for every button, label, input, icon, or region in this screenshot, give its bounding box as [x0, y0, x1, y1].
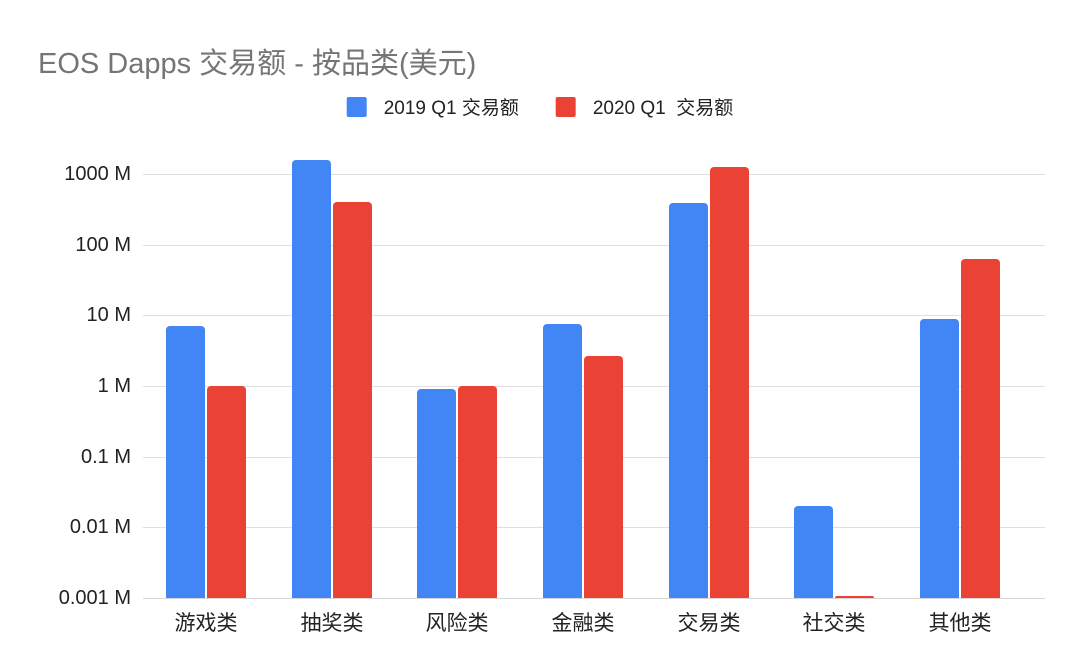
x-axis-label: 社交类	[802, 612, 866, 635]
bar-2020q1-5	[710, 167, 749, 598]
legend-swatch-2019-icon	[346, 96, 367, 117]
y-tick-label: 10 M	[86, 304, 131, 326]
bar-2020q1-7	[961, 259, 1000, 598]
bar-2019q1-6	[794, 506, 833, 598]
gridline	[143, 315, 1045, 316]
y-tick-label: 0.01 M	[69, 516, 131, 538]
y-tick-label: 0.001 M	[58, 587, 131, 609]
legend: 2019 Q1 交易额 2020 Q1 交易额	[346, 93, 734, 120]
y-tick-label: 100 M	[75, 234, 131, 256]
bar-2019q1-7	[920, 319, 959, 598]
chart-title: EOS Dapps 交易额 - 按品类(美元)	[38, 48, 477, 80]
x-axis-label: 交易类	[677, 612, 741, 635]
legend-item-2019: 2019 Q1 交易额	[346, 93, 519, 120]
x-axis-label: 金融类	[551, 612, 615, 635]
bar-2019q1-2	[292, 160, 331, 598]
gridline	[143, 174, 1045, 175]
bar-2019q1-5	[669, 203, 708, 598]
bar-2020q1-2	[333, 202, 372, 598]
gridline	[143, 245, 1045, 246]
legend-swatch-2020-icon	[555, 96, 576, 117]
x-axis-label: 其他类	[928, 612, 992, 635]
bar-2020q1-3	[458, 386, 497, 598]
bar-2020q1-6	[835, 596, 874, 598]
bar-2019q1-1	[166, 326, 205, 598]
y-tick-label: 0.1 M	[80, 446, 131, 468]
x-axis-label: 风险类	[425, 612, 489, 635]
legend-label-2019: 2019 Q1 交易额	[383, 98, 519, 119]
bar-2020q1-4	[584, 356, 623, 598]
y-tick-label: 1000 M	[64, 163, 131, 185]
x-axis-label: 游戏类	[174, 612, 238, 635]
x-axis-label: 抽奖类	[300, 612, 364, 635]
legend-label-2020: 2020 Q1 交易额	[592, 98, 734, 119]
legend-item-2020: 2020 Q1 交易额	[555, 93, 734, 120]
y-tick-label: 1 M	[97, 375, 131, 397]
bar-2019q1-3	[417, 389, 456, 598]
gridline	[143, 598, 1045, 599]
bar-2020q1-1	[207, 386, 246, 598]
bar-2019q1-4	[543, 324, 582, 598]
